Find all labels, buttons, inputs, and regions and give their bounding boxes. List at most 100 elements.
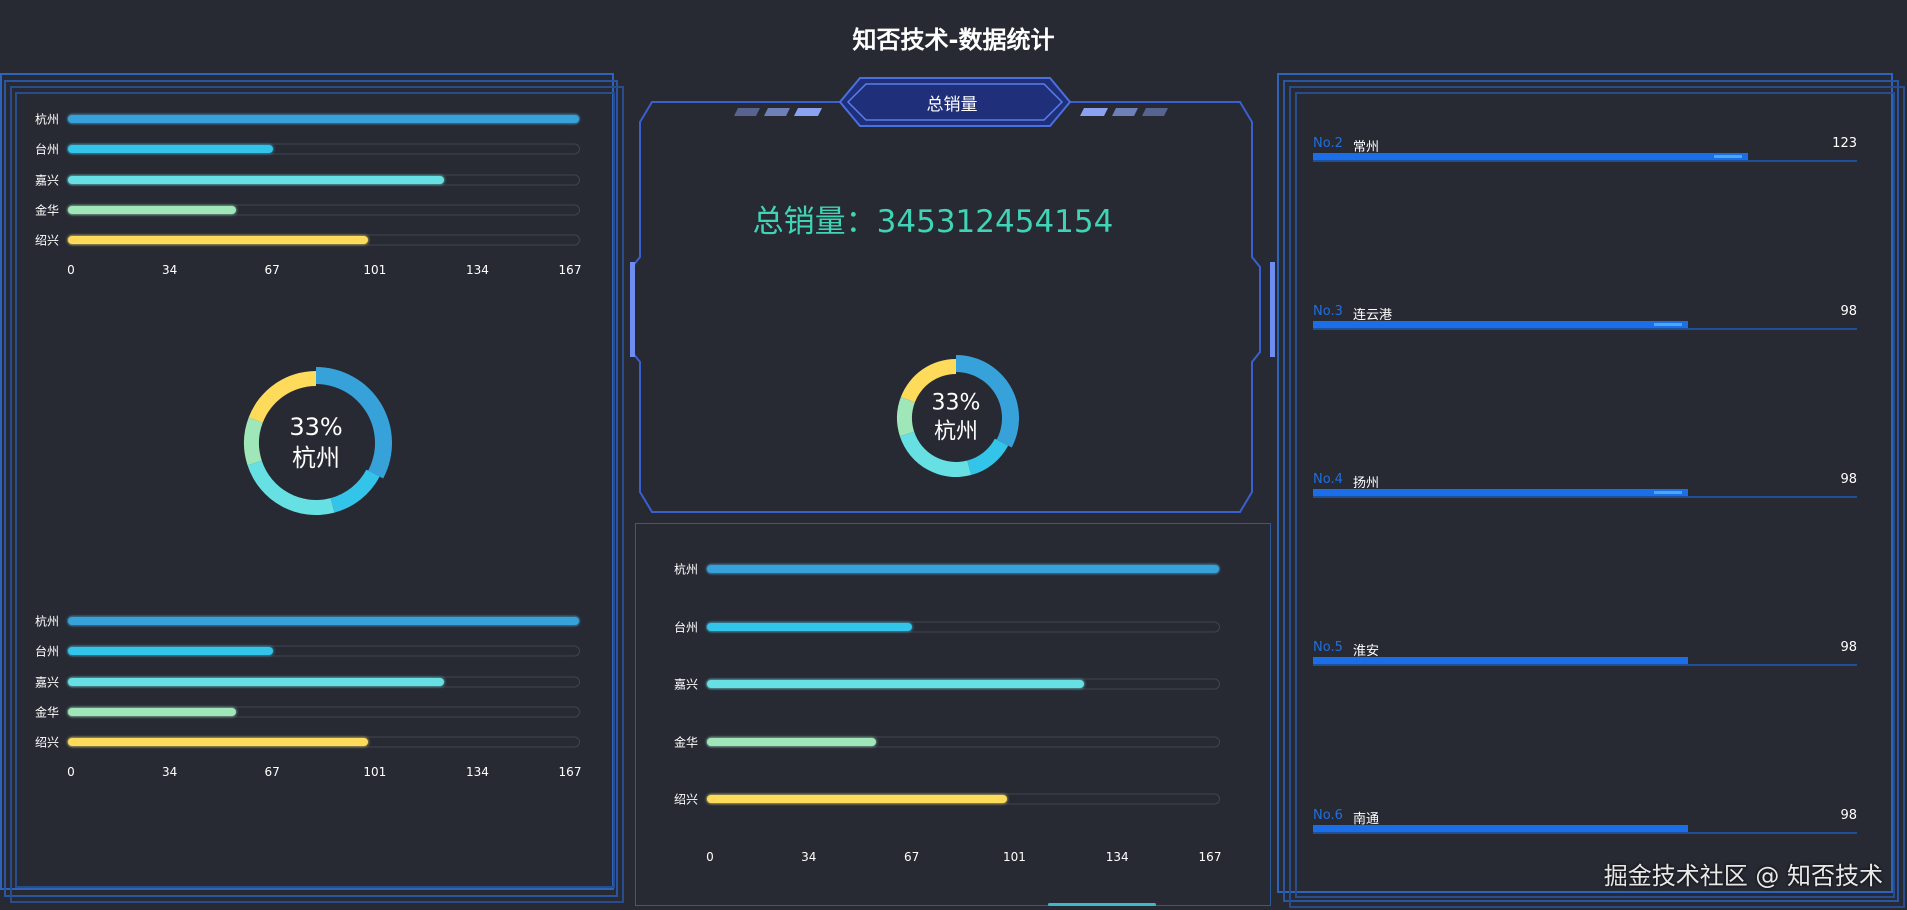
donut-center-value: 33% bbox=[289, 412, 343, 441]
rank-bar-highlight bbox=[1654, 491, 1683, 494]
bar-track bbox=[67, 143, 580, 155]
rank-bar bbox=[1313, 321, 1689, 328]
rank-number: No.5 bbox=[1313, 640, 1343, 655]
city-name: 常州 bbox=[1353, 140, 1380, 155]
donut-svg bbox=[897, 355, 1019, 477]
center-bottom-panel bbox=[635, 523, 1271, 906]
axis-tick-label: 67 bbox=[264, 263, 280, 277]
donut-slice-嘉兴[interactable] bbox=[247, 460, 335, 515]
bar-track bbox=[67, 204, 580, 216]
ranking-item: No.4 扬州 98 bbox=[1313, 472, 1857, 512]
bar-台州 bbox=[68, 145, 273, 154]
donut-slice-绍兴[interactable] bbox=[248, 371, 316, 423]
rank-bar-highlight bbox=[1714, 155, 1743, 158]
bar-嘉兴 bbox=[68, 677, 445, 686]
donut-center-label: 杭州 bbox=[292, 444, 340, 472]
bar-track bbox=[67, 736, 580, 748]
ranking-item: No.2 常州 123 bbox=[1313, 136, 1857, 176]
bar-label: 绍兴 bbox=[34, 735, 59, 750]
watermark: 掘金技术社区 @ 知否技术 bbox=[1603, 862, 1883, 890]
total-sales-value: 345312454154 bbox=[876, 204, 1114, 240]
bar-台州 bbox=[707, 622, 913, 631]
donut-slice-杭州[interactable] bbox=[316, 367, 392, 479]
center-panel-title: 总销量 bbox=[926, 95, 978, 115]
rank-track bbox=[1313, 328, 1857, 330]
bar-label: 嘉兴 bbox=[34, 675, 59, 690]
rank-bar bbox=[1313, 825, 1689, 832]
rank-track bbox=[1313, 832, 1857, 834]
bar-label: 金华 bbox=[673, 735, 698, 749]
total-sales: 总销量：345312454154 bbox=[638, 196, 1228, 241]
bar-金华 bbox=[68, 205, 237, 214]
bar-金华 bbox=[68, 707, 237, 716]
donut-svg bbox=[244, 367, 392, 515]
bar-track bbox=[67, 113, 580, 125]
center-top-panel-frame bbox=[630, 77, 1275, 513]
bar-track bbox=[706, 563, 1220, 575]
donut-slice-杭州[interactable] bbox=[956, 355, 1019, 448]
bar-label: 金华 bbox=[34, 203, 59, 218]
axis-tick-label: 101 bbox=[1002, 850, 1026, 864]
bar-绍兴 bbox=[707, 795, 1008, 803]
axis-tick-label: 167 bbox=[558, 765, 582, 779]
bar-嘉兴 bbox=[68, 175, 445, 184]
panel-border bbox=[1277, 73, 1893, 893]
axis-tick-label: 134 bbox=[1105, 850, 1129, 864]
bar-track bbox=[67, 706, 580, 718]
rank-bar bbox=[1313, 489, 1689, 496]
rank-value: 98 bbox=[1840, 472, 1857, 487]
donut-chart-center: 33% 杭州 bbox=[891, 353, 1021, 483]
axis-tick-label: 34 bbox=[801, 850, 817, 864]
bar-label: 台州 bbox=[34, 644, 59, 659]
axis-tick-label: 167 bbox=[558, 263, 582, 277]
axis-tick-label: 101 bbox=[363, 765, 387, 779]
bar-label: 绍兴 bbox=[673, 792, 698, 807]
panel-border bbox=[1289, 86, 1905, 908]
city-name: 扬州 bbox=[1353, 476, 1380, 491]
axis-tick-label: 67 bbox=[903, 850, 920, 864]
ranking-item: No.3 连云港 98 bbox=[1313, 304, 1857, 344]
rank-value: 98 bbox=[1840, 808, 1857, 823]
page-title: 知否技术-数据统计 bbox=[852, 26, 1055, 54]
bar-track bbox=[706, 678, 1220, 690]
bar-track bbox=[67, 676, 580, 688]
bar-track bbox=[706, 793, 1220, 805]
rank-bar bbox=[1313, 153, 1749, 160]
panel-border bbox=[1283, 80, 1899, 902]
axis-tick-label: 67 bbox=[264, 765, 280, 779]
donut-slice-金华[interactable] bbox=[897, 397, 915, 437]
city-name: 连云港 bbox=[1353, 308, 1393, 323]
bar-label: 台州 bbox=[34, 142, 59, 157]
rank-number: No.2 bbox=[1313, 136, 1343, 151]
ranking-item: No.6 南通 98 bbox=[1313, 808, 1857, 848]
bar-track bbox=[706, 621, 1220, 632]
bar-track bbox=[706, 736, 1220, 747]
scrollbar[interactable] bbox=[1048, 903, 1156, 906]
donut-slice-绍兴[interactable] bbox=[900, 359, 956, 403]
city-name: 淮安 bbox=[1353, 644, 1380, 659]
bar-绍兴 bbox=[68, 236, 368, 245]
bar-chart-center: 杭州 台州 嘉兴 金华 绍兴 0 34 67 101 134 167 bbox=[635, 545, 1271, 875]
donut-center-label: 杭州 bbox=[933, 419, 978, 444]
donut-slice-台州[interactable] bbox=[330, 469, 380, 513]
donut-slice-嘉兴[interactable] bbox=[899, 431, 972, 477]
axis-tick-label: 134 bbox=[465, 765, 489, 779]
bar-track bbox=[67, 234, 580, 246]
panel-border bbox=[15, 92, 615, 888]
donut-slice-台州[interactable] bbox=[967, 438, 1009, 476]
rank-bar-highlight bbox=[1654, 323, 1683, 326]
rank-bar bbox=[1313, 657, 1689, 664]
rank-track bbox=[1313, 496, 1857, 498]
bar-label: 嘉兴 bbox=[34, 173, 59, 188]
rank-track bbox=[1313, 664, 1857, 666]
bar-金华 bbox=[707, 737, 876, 746]
bar-label: 绍兴 bbox=[34, 233, 59, 248]
donut-center-text: 33% 杭州 bbox=[932, 389, 981, 446]
rank-track bbox=[1313, 160, 1857, 162]
panel-border bbox=[1295, 92, 1895, 898]
donut-slice-金华[interactable] bbox=[244, 417, 263, 466]
bar-track bbox=[67, 174, 580, 186]
bar-chart-left-top: 杭州 台州 嘉兴 金华 绍兴 0 34 67 101 134 167 bbox=[0, 100, 614, 290]
axis-tick-label: 0 bbox=[67, 263, 75, 277]
rank-value: 123 bbox=[1832, 136, 1857, 151]
